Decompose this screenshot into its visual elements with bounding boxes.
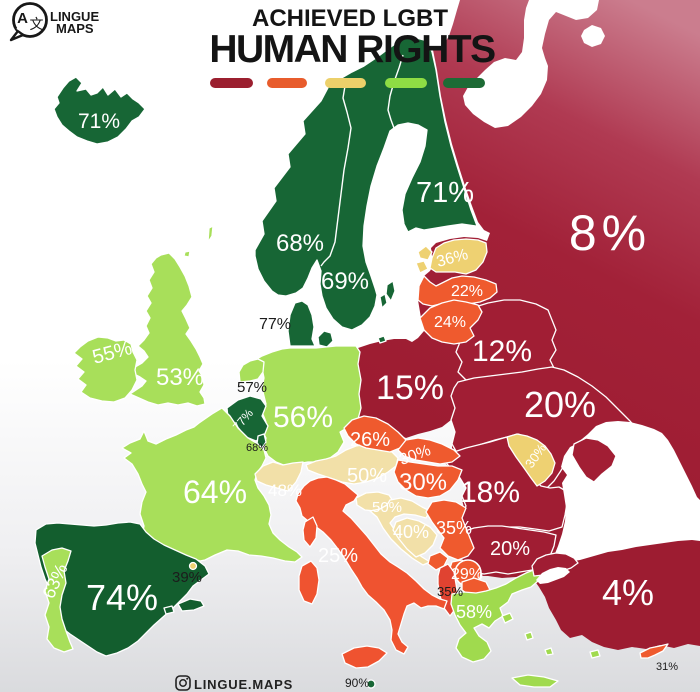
svg-text:LINGUE.MAPS: LINGUE.MAPS [194, 677, 293, 692]
svg-text:18%: 18% [460, 476, 520, 509]
svg-text:68%: 68% [276, 230, 324, 257]
svg-text:56%: 56% [273, 401, 333, 434]
svg-text:48%: 48% [268, 481, 302, 500]
svg-text:A: A [17, 10, 28, 27]
svg-text:26%: 26% [350, 429, 390, 451]
svg-text:ACHIEVED LGBT: ACHIEVED LGBT [252, 5, 448, 32]
svg-text:24%: 24% [434, 314, 466, 331]
svg-text:35%: 35% [436, 518, 472, 538]
svg-text:8%: 8% [569, 205, 651, 261]
svg-text:30%: 30% [399, 469, 447, 496]
svg-text:50%: 50% [347, 465, 387, 487]
svg-text:4%: 4% [602, 572, 654, 613]
svg-text:58%: 58% [456, 602, 492, 622]
svg-text:22%: 22% [451, 283, 483, 300]
svg-text:39%: 39% [172, 569, 202, 586]
svg-text:64%: 64% [183, 474, 247, 510]
svg-text:71%: 71% [416, 177, 474, 209]
svg-text:文: 文 [30, 16, 44, 32]
svg-text:31%: 31% [656, 661, 678, 673]
svg-text:HUMAN RIGHTS: HUMAN RIGHTS [209, 28, 495, 71]
svg-text:LINGUE: LINGUE [50, 9, 99, 24]
svg-text:29%: 29% [451, 566, 483, 583]
svg-text:71%: 71% [78, 110, 120, 133]
svg-text:20%: 20% [524, 384, 596, 425]
svg-text:69%: 69% [321, 268, 369, 295]
svg-text:MAPS: MAPS [56, 21, 94, 36]
svg-text:12%: 12% [472, 335, 532, 368]
svg-text:68%: 68% [246, 442, 268, 454]
svg-text:53%: 53% [156, 364, 204, 391]
svg-text:15%: 15% [376, 369, 444, 407]
svg-text:77%: 77% [259, 316, 291, 333]
svg-text:25%: 25% [318, 545, 358, 567]
svg-text:50%: 50% [372, 499, 402, 516]
svg-text:57%: 57% [237, 379, 267, 396]
svg-text:74%: 74% [86, 577, 158, 618]
svg-text:35%: 35% [437, 584, 463, 599]
svg-text:40%: 40% [393, 522, 429, 542]
svg-text:20%: 20% [490, 538, 530, 560]
svg-text:90%: 90% [345, 676, 369, 690]
